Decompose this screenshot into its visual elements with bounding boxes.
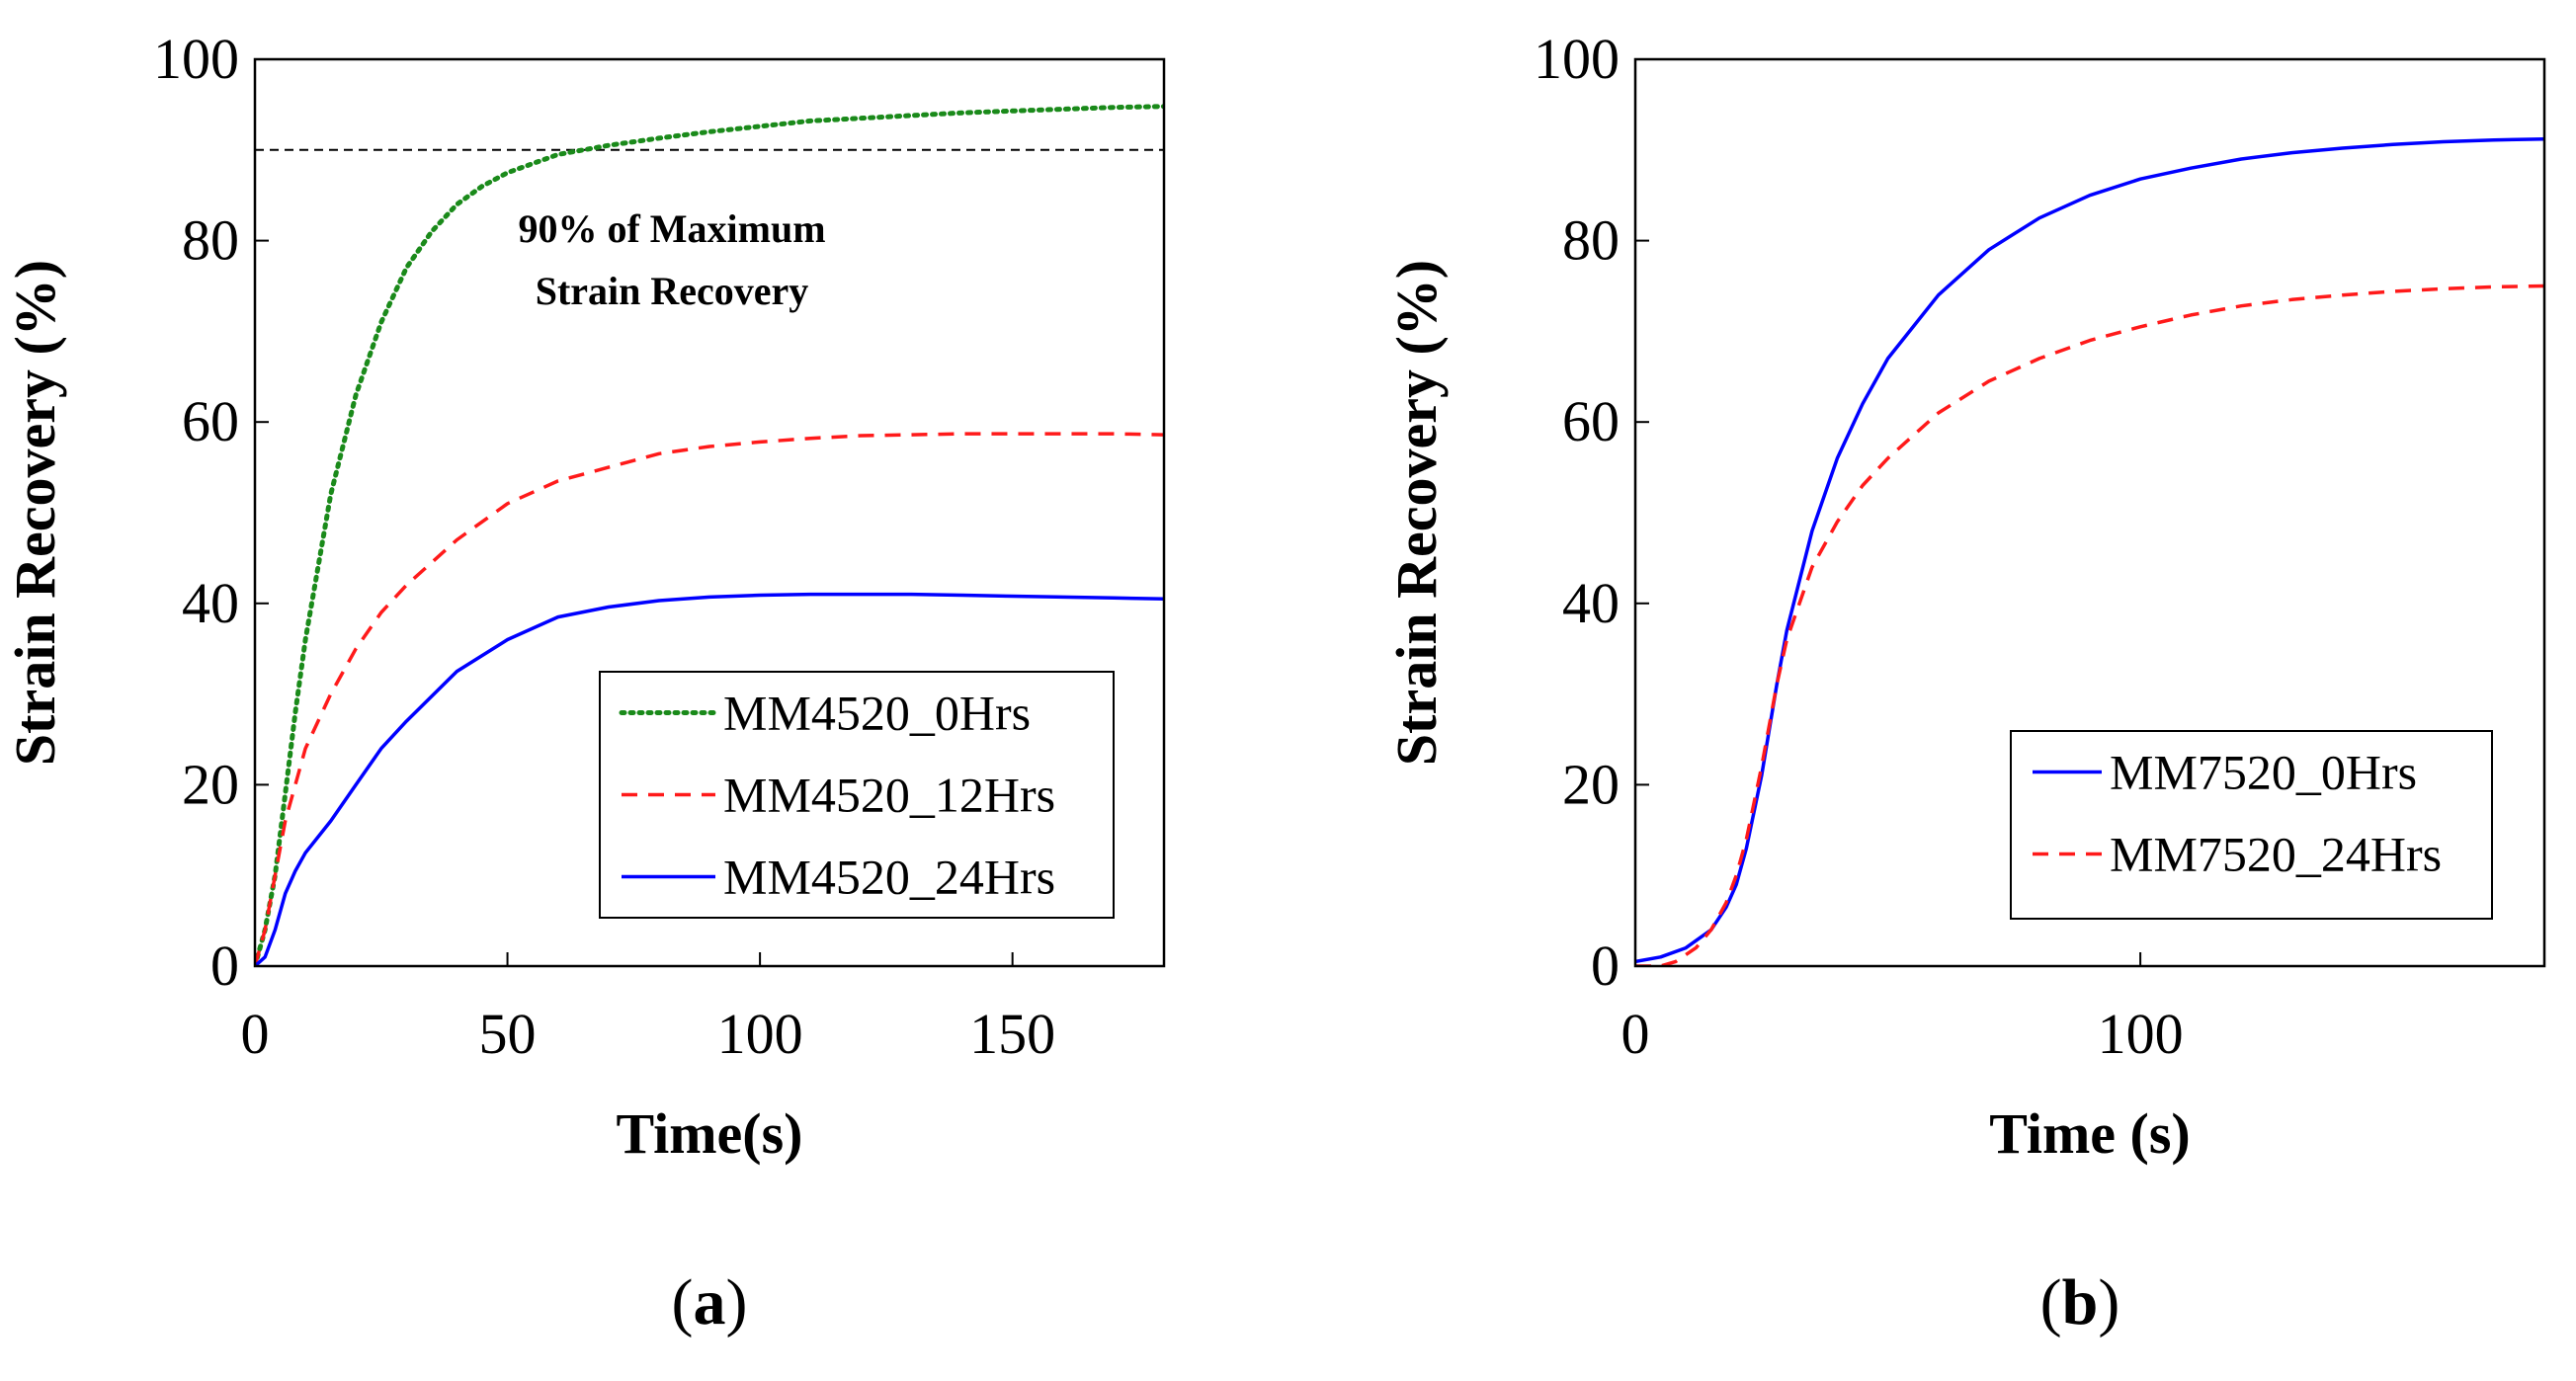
panel-label-letter: a xyxy=(694,1266,726,1339)
chart-panel-b: 0 20 40 60 80 100 0 100 MM7520_0Hrs MM7520_24Hrs T… xyxy=(1384,27,2546,1339)
legend-label: MM4520_0Hrs xyxy=(723,686,1031,741)
x-axis-title: Time(s) xyxy=(616,1101,802,1166)
legend-label: MM4520_24Hrs xyxy=(723,850,1055,905)
y-tick-label: 80 xyxy=(182,208,239,273)
panel-label: (b) xyxy=(2040,1266,2120,1339)
x-tick-label: 150 xyxy=(969,1002,1055,1066)
series-line-MM4520_0Hrs xyxy=(255,104,1164,966)
x-tick-label: 0 xyxy=(1621,1002,1650,1066)
legend: MM7520_0Hrs MM7520_24Hrs xyxy=(2010,730,2493,920)
panel-label-open: ( xyxy=(2040,1266,2062,1339)
series-line-MM4520_24Hrs xyxy=(255,592,1164,966)
y-tick-label: 100 xyxy=(1534,27,1620,91)
y-axis-title: Strain Recovery (%) xyxy=(1384,260,1449,766)
series-line-MM7520_0Hrs xyxy=(1635,137,2544,964)
y-tick-label: 100 xyxy=(153,27,239,91)
chart-panel-a: 0 20 40 60 80 100 0 50 100 150 90% of Maximum Strai… xyxy=(3,27,1166,1339)
y-tick-label: 60 xyxy=(1562,389,1620,453)
x-axis-title: Time (s) xyxy=(1989,1101,2191,1166)
y-tick-label: 40 xyxy=(182,571,239,635)
legend-label: MM7520_0Hrs xyxy=(2110,745,2417,800)
y-tick-label: 0 xyxy=(1591,934,1620,998)
annotation-line: 90% of Maximum xyxy=(518,206,825,251)
legend-label: MM7520_24Hrs xyxy=(2110,827,2442,882)
panel-label-letter: b xyxy=(2062,1266,2099,1339)
y-axis-title: Strain Recovery (%) xyxy=(3,260,67,766)
series-line-MM4520_12Hrs xyxy=(255,432,1164,966)
y-tick-label: 20 xyxy=(1562,752,1620,816)
annotation-line: Strain Recovery xyxy=(536,269,809,313)
y-tick-label: 60 xyxy=(182,389,239,453)
legend-box xyxy=(2010,730,2493,920)
series-line-MM7520_24Hrs xyxy=(1635,284,2544,966)
panel-label-close: ) xyxy=(2098,1266,2119,1339)
legend: MM4520_0Hrs MM4520_12Hrs MM4520_24Hrs xyxy=(599,671,1115,919)
y-tick-label: 80 xyxy=(1562,208,1620,273)
plot-frame xyxy=(1633,57,2546,968)
plot-frame xyxy=(253,57,1166,968)
x-tick-label: 100 xyxy=(717,1002,803,1066)
panel-label-open: ( xyxy=(672,1266,694,1339)
y-tick-label: 20 xyxy=(182,752,239,816)
y-tick-label: 0 xyxy=(210,934,239,998)
panel-label: (a) xyxy=(672,1266,748,1339)
x-tick-label: 50 xyxy=(479,1002,537,1066)
x-tick-label: 100 xyxy=(2098,1002,2184,1066)
x-tick-label: 0 xyxy=(241,1002,270,1066)
legend-label: MM4520_12Hrs xyxy=(723,768,1055,823)
y-tick-label: 40 xyxy=(1562,571,1620,635)
panel-label-close: ) xyxy=(726,1266,748,1339)
